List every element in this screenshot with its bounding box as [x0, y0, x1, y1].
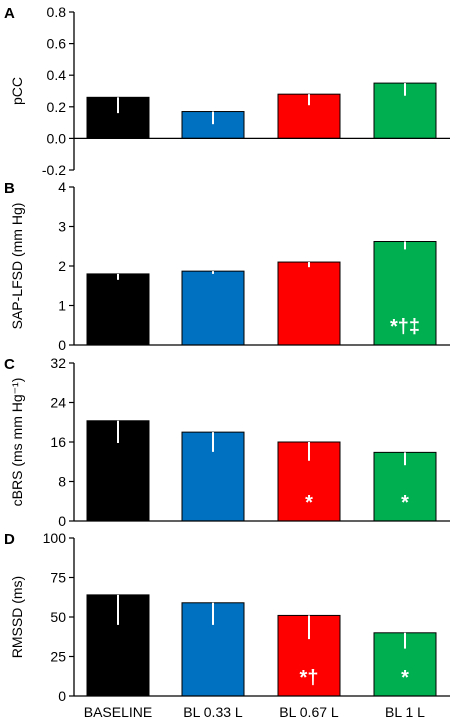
chart-panel-a: A -0.2 0.0 0.2 0.4 0.6 0.8 pCC — [4, 4, 450, 178]
panel-b-y-axis-label: SAP-LFSD (mm Hg) — [9, 203, 25, 330]
panel-a-y-tick-label: 0.4 — [47, 67, 67, 83]
panel-b-y-tick-label: 4 — [58, 179, 66, 195]
panel-d-y-axis-label: RMSSD (ms) — [9, 576, 25, 658]
panel-a-y-axis-label: pCC — [9, 77, 25, 105]
panel-b-y-tick-label: 2 — [58, 258, 66, 274]
panel-d-y-tick-label: 25 — [50, 649, 66, 665]
panel-d-y-tick-label: 50 — [50, 609, 66, 625]
panel-c-y-tick-label: 0 — [58, 513, 66, 529]
chart-panel-c: C * * 0 8 16 24 32 cBRS (ms mm Hg⁻¹) — [4, 355, 450, 529]
category-label-1: BASELINE — [84, 704, 152, 720]
panel-a-y-tick-label: 0.0 — [47, 130, 67, 146]
panel-b-letter: B — [4, 180, 15, 197]
panel-b-significance-4: *†‡ — [390, 316, 420, 338]
panel-c-significance-4: * — [401, 492, 409, 514]
panel-d-y-tick-label: 75 — [50, 570, 66, 586]
panel-b-bar-3 — [277, 261, 341, 346]
panel-d-significance-3: *† — [300, 667, 319, 689]
panel-d-letter: D — [4, 531, 15, 548]
category-label-3: BL 0.67 L — [279, 704, 339, 720]
panel-c-y-tick-label: 16 — [50, 434, 66, 450]
panel-c-significance-3: * — [305, 492, 313, 514]
panel-b-bar-1 — [86, 273, 150, 346]
panel-b-y-tick-label: 3 — [58, 219, 66, 235]
panel-c-y-tick-label: 24 — [50, 395, 66, 411]
panel-d-y-tick-label: 100 — [43, 530, 67, 546]
panel-c-y-axis-label: cBRS (ms mm Hg⁻¹) — [9, 378, 25, 507]
panel-a-y-tick-label: 0.8 — [47, 4, 67, 20]
panel-c-y-tick-label: 8 — [58, 474, 66, 490]
category-label-2: BL 0.33 L — [183, 704, 243, 720]
panel-d-y-tick-label: 0 — [58, 688, 66, 704]
panel-b-y-tick-label: 0 — [58, 337, 66, 353]
panel-b-bar-2 — [181, 270, 245, 346]
panel-c-letter: C — [4, 356, 15, 373]
panel-a-y-tick-label: 0.2 — [47, 99, 67, 115]
panel-b-y-tick-label: 1 — [58, 298, 66, 314]
panel-c-y-tick-label: 32 — [50, 355, 66, 371]
chart-panel-d: D *† * 0 25 50 75 100 RMSSD (ms) BASELINE BL 0.33 … — [4, 530, 450, 720]
chart-panel-b: B *†‡ 0 1 2 3 4 SAP-LFSD (mm Hg) — [4, 179, 450, 353]
panel-d-significance-4: * — [401, 667, 409, 689]
panel-a-letter: A — [4, 5, 15, 22]
panel-a-y-tick-label: -0.2 — [42, 162, 66, 178]
category-label-4: BL 1 L — [385, 704, 425, 720]
panel-a-y-tick-label: 0.6 — [47, 36, 67, 52]
